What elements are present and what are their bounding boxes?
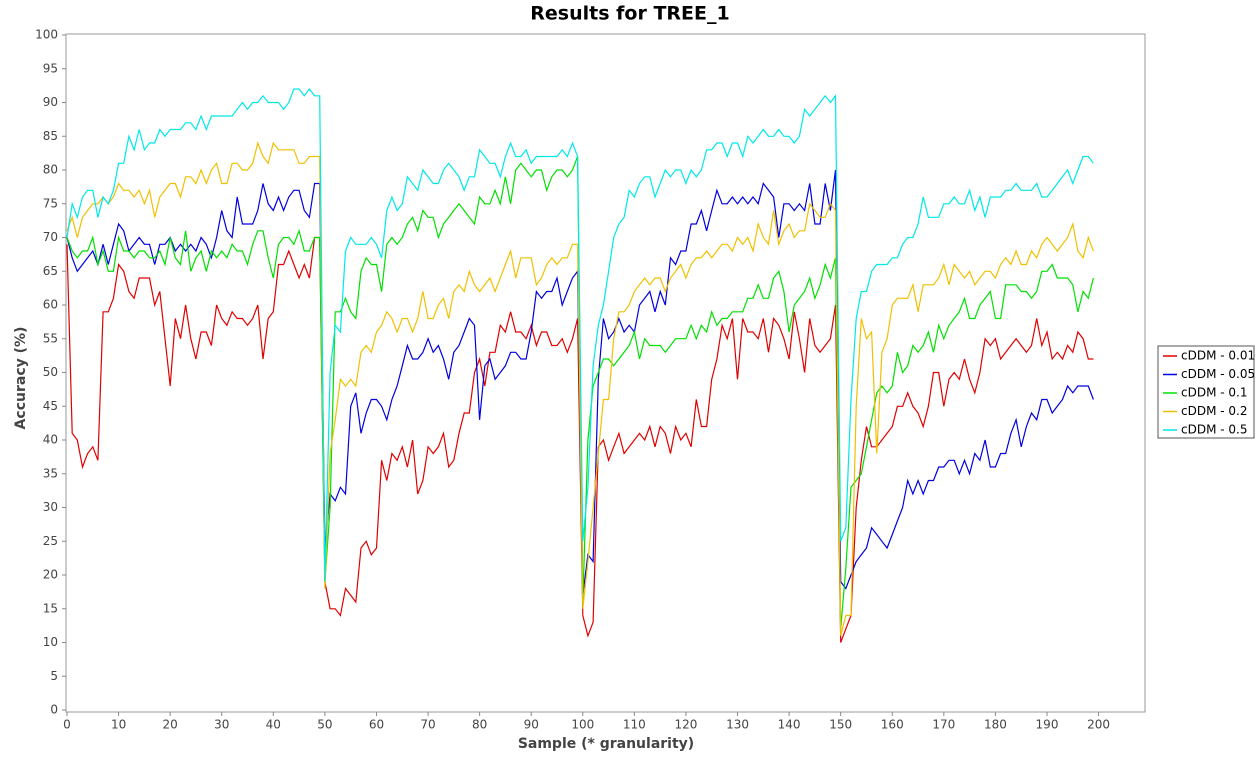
legend-label: cDDM - 0.05	[1181, 367, 1255, 381]
y-tick-label: 25	[43, 534, 58, 548]
y-tick-label: 95	[43, 61, 58, 75]
y-tick-label: 60	[43, 298, 58, 312]
x-tick-label: 110	[623, 718, 646, 732]
legend-label: cDDM - 0.01	[1181, 349, 1255, 363]
x-tick-label: 60	[369, 718, 384, 732]
series-line	[66, 88, 1094, 582]
y-axis-label: Accuracy (%)	[13, 327, 29, 430]
x-tick-label: 160	[881, 718, 904, 732]
y-tick-label: 40	[43, 433, 58, 447]
y-tick-label: 35	[43, 466, 58, 480]
x-tick-label: 70	[420, 718, 435, 732]
y-tick-label: 55	[43, 331, 58, 345]
series-line	[66, 141, 1094, 636]
y-tick-label: 70	[43, 230, 58, 244]
x-tick-label: 30	[214, 718, 229, 732]
y-tick-label: 45	[43, 399, 58, 413]
x-tick-label: 170	[932, 718, 955, 732]
x-tick-label: 180	[984, 718, 1007, 732]
y-tick-label: 80	[43, 163, 58, 177]
y-tick-label: 0	[50, 703, 58, 717]
legend	[1157, 345, 1255, 439]
legend-label: cDDM - 0.2	[1181, 404, 1247, 418]
x-tick-label: 20	[163, 718, 178, 732]
legend-label: cDDM - 0.1	[1181, 386, 1247, 400]
y-tick-label: 100	[35, 28, 58, 42]
x-tick-label: 0	[63, 718, 71, 732]
y-tick-label: 65	[43, 264, 58, 278]
x-axis-label: Sample (* granularity)	[518, 736, 694, 752]
y-tick-label: 30	[43, 500, 58, 514]
y-tick-label: 20	[43, 568, 58, 582]
x-tick-label: 80	[472, 718, 487, 732]
x-tick-label: 120	[674, 718, 697, 732]
y-tick-label: 50	[43, 365, 58, 379]
y-tick-label: 85	[43, 129, 58, 143]
y-tick-label: 75	[43, 196, 58, 210]
x-tick-label: 190	[1036, 718, 1059, 732]
x-tick-label: 150	[829, 718, 852, 732]
x-tick-label: 90	[524, 718, 539, 732]
y-tick-label: 90	[43, 95, 58, 109]
x-tick-label: 130	[726, 718, 749, 732]
x-tick-label: 50	[317, 718, 332, 732]
x-tick-label: 10	[111, 718, 126, 732]
y-tick-label: 10	[43, 635, 58, 649]
x-tick-label: 200	[1087, 718, 1110, 732]
y-tick-label: 5	[50, 669, 58, 683]
x-tick-label: 40	[266, 718, 281, 732]
plot-area	[65, 33, 1146, 713]
x-tick-label: 100	[571, 718, 594, 732]
y-tick-label: 15	[43, 601, 58, 615]
legend-label: cDDM - 0.5	[1181, 423, 1247, 437]
chart-title: Results for TREE_1	[530, 3, 729, 25]
x-tick-label: 140	[778, 718, 801, 732]
